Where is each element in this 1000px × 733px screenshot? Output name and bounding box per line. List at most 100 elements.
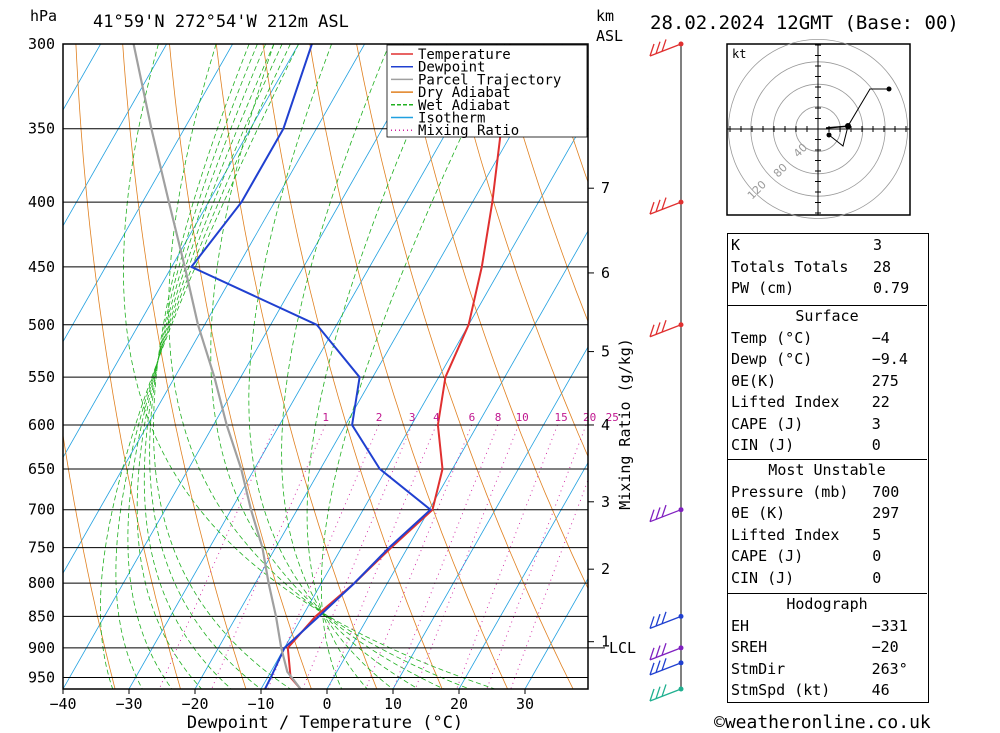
- isotherm-line: [63, 44, 300, 459]
- mixing-ratio-axis-label: Mixing Ratio (g/kg): [616, 338, 634, 510]
- surface-label: CIN (J): [731, 436, 795, 454]
- hodo-label: StmSpd (kt): [731, 681, 831, 699]
- mixing-ratio-tick: 2: [376, 411, 383, 424]
- mixing-ratio-line: [158, 424, 276, 689]
- series-parcel-trajectory: [132, 44, 302, 689]
- km-tick-label: 5: [601, 343, 610, 361]
- hodograph-unit-label: kt: [732, 47, 746, 61]
- wet-adiabat-line: [115, 44, 291, 689]
- mu-row: CIN (J) 0: [727, 568, 927, 590]
- surface-value: −4: [871, 328, 890, 347]
- dry-adiabat-line: [356, 44, 574, 689]
- hodo-row: SREH −20: [727, 637, 927, 659]
- km-tick-label: 1: [601, 633, 610, 651]
- legend-entry: Temperature: [391, 47, 511, 63]
- legend-entry: Dry Adiabat: [391, 85, 511, 101]
- surface-row: Dewp (°C) −9.4: [727, 349, 927, 371]
- mu-label: θE (K): [731, 504, 786, 522]
- pressure-tick: 750: [28, 539, 55, 557]
- legend-label: Parcel Trajectory: [418, 72, 561, 88]
- lcl-label: LCL: [609, 639, 636, 657]
- km-label: km: [596, 7, 614, 25]
- legend-entry: Parcel Trajectory: [391, 72, 561, 88]
- dry-adiabat-line: [215, 44, 378, 689]
- x-tick-label: 0: [322, 695, 331, 713]
- hodo-title: Hodograph: [786, 595, 868, 613]
- hodo-label: EH: [731, 616, 750, 635]
- wet-adiabat-line: [320, 44, 506, 689]
- wind-barb: [649, 658, 684, 676]
- hodo-row: StmDir 263°: [727, 659, 927, 681]
- dry-adiabat-line: [122, 44, 247, 689]
- mixing-ratio-line: [414, 424, 520, 689]
- hodo-row: StmSpd (kt) 46: [727, 680, 927, 702]
- mu-value: 700: [872, 482, 900, 501]
- isotherm-line: [0, 6, 56, 706]
- mu-value: 297: [872, 504, 900, 522]
- pressure-tick: 300: [28, 35, 55, 53]
- wind-barb: [649, 197, 684, 215]
- dry-adiabat-line: [402, 44, 588, 590]
- series-dewpoint: [189, 44, 433, 689]
- pressure-tick: 650: [28, 460, 55, 478]
- pressure-tick: 800: [28, 574, 55, 592]
- wind-barb: [649, 611, 684, 630]
- indices-panel: [727, 233, 929, 703]
- surface-row: Lifted Index 22: [727, 392, 927, 414]
- legend-box: [386, 44, 588, 138]
- x-tick-label: 10: [384, 695, 402, 713]
- surface-value: 275: [871, 371, 899, 390]
- legend-label: Temperature: [418, 47, 511, 63]
- km-tick-label: 2: [601, 560, 610, 578]
- km-tick-label: 7: [601, 179, 610, 197]
- mu-title: Most Unstable: [768, 461, 886, 479]
- pressure-tick: 900: [28, 639, 55, 657]
- km-axis: 1 2 3 4 5 6 7 LCL: [588, 179, 636, 657]
- hpa-label: hPa: [30, 7, 57, 25]
- pressure-tick: 600: [28, 416, 55, 434]
- dry-adiabat-line: [309, 44, 509, 689]
- isotherm-line: [63, 44, 234, 343]
- mixing-ratio-tick: 20: [583, 411, 596, 424]
- surface-title: Surface: [795, 307, 859, 325]
- basic-row: PW (cm) 0.79: [727, 278, 929, 300]
- pressure-tick: 450: [28, 258, 55, 276]
- surface-row: CIN (J) 0: [727, 435, 927, 457]
- profile-lines: [132, 44, 511, 689]
- x-tick-label: 30: [516, 695, 534, 713]
- mixing-ratio-tick: 8: [495, 411, 502, 424]
- copyright-text: ©weatheronline.co.uk: [714, 712, 931, 733]
- surface-value: −9.4: [871, 350, 908, 368]
- mu-row: Lifted Index 5: [727, 525, 927, 547]
- mixing-ratio-tick: 1: [322, 411, 329, 424]
- isotherm-line: [458, 461, 588, 689]
- isotherm-line: [524, 577, 588, 689]
- most-unstable-table: Most Unstable Pressure (mb) 700 θE (K) 297 Li…: [727, 459, 927, 589]
- plot-frame: [62, 43, 589, 690]
- pressure-tick: 850: [28, 607, 55, 625]
- x-tick-label: −20: [181, 695, 208, 713]
- mu-value: 0: [872, 568, 882, 587]
- isotherm-line: [63, 44, 366, 575]
- mixing-ratio-line: [486, 424, 587, 689]
- dry-adiabat-line: [496, 44, 588, 323]
- hodo-value: 263°: [871, 659, 908, 678]
- mixing-ratio-line: [510, 478, 588, 689]
- legend-label: Isotherm: [418, 111, 485, 127]
- surface-label: CAPE (J): [731, 414, 804, 433]
- location-title: 41°59'N 272°54'W 212m ASL: [93, 12, 349, 32]
- mixing-ratio-line: [456, 424, 558, 689]
- mixing-ratio-line: [327, 424, 437, 689]
- dry-adiabat-line: [449, 44, 588, 458]
- mixing-ratio-tick: 4: [433, 411, 440, 424]
- wet-adiabat-line: [99, 44, 299, 689]
- basic-label: Totals Totals: [731, 257, 849, 276]
- pressure-tick: 350: [28, 120, 55, 138]
- wind-barb: [649, 39, 684, 57]
- hodograph-point: [826, 132, 832, 138]
- wet-adiabat-line: [136, 44, 275, 689]
- mu-row: Pressure (mb) 700: [727, 482, 927, 504]
